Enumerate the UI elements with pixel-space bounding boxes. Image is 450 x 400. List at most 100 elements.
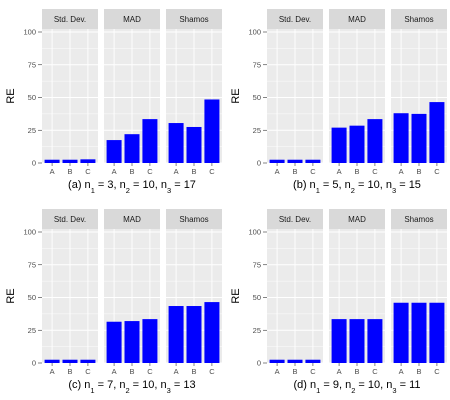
caption-text: = <box>397 379 410 391</box>
y-axis-title: RE <box>5 288 17 303</box>
facet-strip-label: Shamos <box>179 15 208 24</box>
caption-n1: 7 <box>107 379 113 391</box>
caption-text: , n <box>380 179 392 191</box>
facet-strip <box>391 9 447 29</box>
facet-mad: MAD A B C <box>104 209 160 376</box>
caption-prefix: (b) <box>293 179 306 191</box>
x-tick-label: A <box>399 367 404 376</box>
bar-c <box>80 359 96 363</box>
caption-text: = <box>355 379 368 391</box>
bar-a <box>393 302 409 363</box>
caption-subscript: 1 <box>316 186 320 195</box>
bar-b <box>62 159 78 163</box>
facet-strip-label: Std. Dev. <box>279 215 311 224</box>
bar-a <box>168 306 184 363</box>
y-tick-label: 75 <box>253 60 261 69</box>
subplot-caption: (a) n1 = 3, n2 = 10, n3 = 17 <box>68 179 196 195</box>
x-tick-label: B <box>292 367 297 376</box>
bar-c <box>305 159 321 163</box>
bar-a <box>168 123 184 163</box>
caption-subscript: 2 <box>126 186 130 195</box>
facet-strip <box>329 9 385 29</box>
caption-text: = <box>320 179 333 191</box>
bar-c <box>142 119 158 163</box>
facet-strip <box>267 9 323 29</box>
caption-text: , n <box>339 179 351 191</box>
caption-text: n <box>82 179 91 191</box>
x-tick-label: B <box>416 167 421 176</box>
caption-text: = <box>355 179 368 191</box>
bar-c <box>204 302 220 363</box>
y-tick-label: 25 <box>28 326 36 335</box>
caption-text: = <box>130 179 143 191</box>
bar-b <box>411 302 427 363</box>
y-tick-label: 25 <box>253 326 261 335</box>
caption-n3: 15 <box>409 179 421 191</box>
x-tick-label: C <box>372 167 378 176</box>
caption-n2: 10 <box>368 379 380 391</box>
y-tick-label: 50 <box>253 293 261 302</box>
subplot-d: RE 0 25 50 75 100 Std. Dev. A B C MAD A B C Shamos A B C (… <box>230 209 447 395</box>
y-tick-label: 0 <box>32 359 36 368</box>
y-tick-label: 75 <box>28 60 36 69</box>
bar-b <box>186 306 202 363</box>
caption-prefix: (d) <box>293 379 306 391</box>
caption-text: , n <box>339 379 351 391</box>
y-axis-title: RE <box>230 88 242 103</box>
y-tick-label: 25 <box>28 126 36 135</box>
facet-strip <box>391 209 447 229</box>
x-tick-label: B <box>354 167 359 176</box>
caption-subscript: 2 <box>351 386 355 395</box>
bar-a <box>269 159 285 163</box>
y-axis-title: RE <box>5 88 17 103</box>
subplot-c: RE 0 25 50 75 100 Std. Dev. A B C MAD A B C Shamos A B C (… <box>5 209 222 395</box>
y-tick-label: 100 <box>248 28 261 37</box>
subplot-caption: (b) n1 = 5, n2 = 10, n3 = 15 <box>293 179 421 195</box>
facet-strip <box>104 209 160 229</box>
caption-text: n <box>81 379 90 391</box>
x-tick-label: C <box>434 167 440 176</box>
bar-a <box>393 113 409 163</box>
caption-subscript: 2 <box>125 386 129 395</box>
x-tick-label: C <box>85 167 91 176</box>
bar-c <box>429 302 445 363</box>
caption-text: = <box>95 179 108 191</box>
x-tick-label: C <box>85 367 91 376</box>
y-tick-label: 50 <box>28 93 36 102</box>
caption-n2: 10 <box>142 179 154 191</box>
facet-strip <box>42 9 98 29</box>
x-tick-label: C <box>372 367 378 376</box>
facet-strip <box>267 209 323 229</box>
x-tick-label: B <box>191 167 196 176</box>
bar-a <box>44 159 60 163</box>
caption-text: n <box>307 179 316 191</box>
caption-subscript: 1 <box>91 186 95 195</box>
y-tick-label: 0 <box>32 159 36 168</box>
x-tick-label: B <box>354 367 359 376</box>
facet-strip-label: Shamos <box>404 215 433 224</box>
x-tick-label: B <box>129 367 134 376</box>
bar-b <box>124 321 140 363</box>
facet-strip-label: MAD <box>123 215 141 224</box>
facet-strip <box>329 209 385 229</box>
caption-text: = <box>95 379 108 391</box>
caption-text: , n <box>154 379 166 391</box>
x-tick-label: C <box>310 167 316 176</box>
caption-text: , n <box>155 179 167 191</box>
facet-shamos: Shamos A B C <box>391 209 447 376</box>
bar-b <box>349 319 365 363</box>
y-tick-label: 100 <box>248 228 261 237</box>
caption-text: = <box>171 179 184 191</box>
facet-mad: MAD A B C <box>329 9 385 176</box>
facet-shamos: Shamos A B C <box>391 9 447 176</box>
bar-a <box>44 359 60 363</box>
x-tick-label: A <box>112 367 117 376</box>
caption-subscript: 3 <box>392 386 396 395</box>
caption-subscript: 3 <box>392 186 396 195</box>
bar-b <box>186 126 202 163</box>
caption-subscript: 3 <box>167 386 171 395</box>
caption-text: = <box>171 379 184 391</box>
bar-b <box>287 159 303 163</box>
x-tick-label: A <box>275 367 280 376</box>
